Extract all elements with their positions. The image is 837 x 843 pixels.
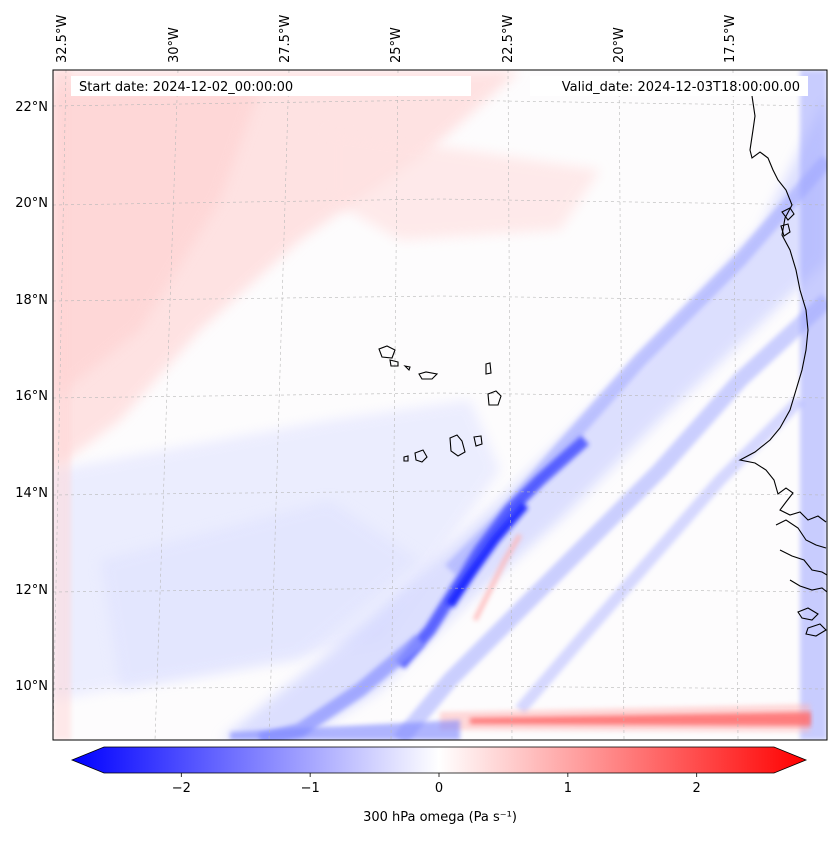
lat-label: 16°N [15, 389, 48, 404]
colorbar-tick-label: 1 [564, 781, 572, 796]
lon-label: 20°W [612, 27, 627, 63]
colorbar-tick-label: 0 [435, 781, 443, 796]
colorbar-tick-label: −2 [172, 781, 191, 796]
lon-label: 30°W [167, 27, 182, 63]
lat-label: 18°N [15, 293, 48, 308]
lon-label: 27.5°W [278, 15, 293, 63]
map-frame [52, 69, 828, 741]
colorbar-tick-label: 2 [693, 781, 701, 796]
lon-label: 17.5°W [723, 15, 738, 63]
colorbar-label: 300 hPa omega (Pa s⁻¹) [363, 810, 517, 825]
lat-label: 22°N [15, 100, 48, 115]
valid-date-box [530, 76, 808, 96]
start-date-label: Start date: 2024-12-02_00:00:00 [79, 80, 293, 95]
lat-label: 12°N [15, 583, 48, 598]
valid-date-label: Valid_date: 2024-12-03T18:00:00.00 [562, 80, 800, 95]
colorbar-gradient [70, 746, 808, 774]
latitude-labels: 22°N 20°N 18°N 16°N 14°N 12°N 10°N [15, 100, 48, 694]
colorbar: −2 −1 0 1 2 300 hPa omega (Pa s⁻¹) [70, 746, 808, 825]
lon-label: 32.5°W [55, 15, 70, 63]
start-date-box [71, 76, 471, 96]
graticule [53, 70, 827, 740]
lon-label: 22.5°W [501, 15, 516, 63]
lon-label: 25°W [389, 27, 404, 63]
colorbar-ticks: −2 −1 0 1 2 [172, 773, 701, 796]
lat-label: 20°N [15, 196, 48, 211]
longitude-labels: 32.5°W 30°W 27.5°W 25°W 22.5°W 20°W 17.5… [55, 15, 738, 63]
coastline [378, 95, 827, 637]
colorbar-tick-label: −1 [301, 781, 320, 796]
lat-label: 14°N [15, 486, 48, 501]
omega-field [53, 70, 827, 740]
lat-label: 10°N [15, 679, 48, 694]
